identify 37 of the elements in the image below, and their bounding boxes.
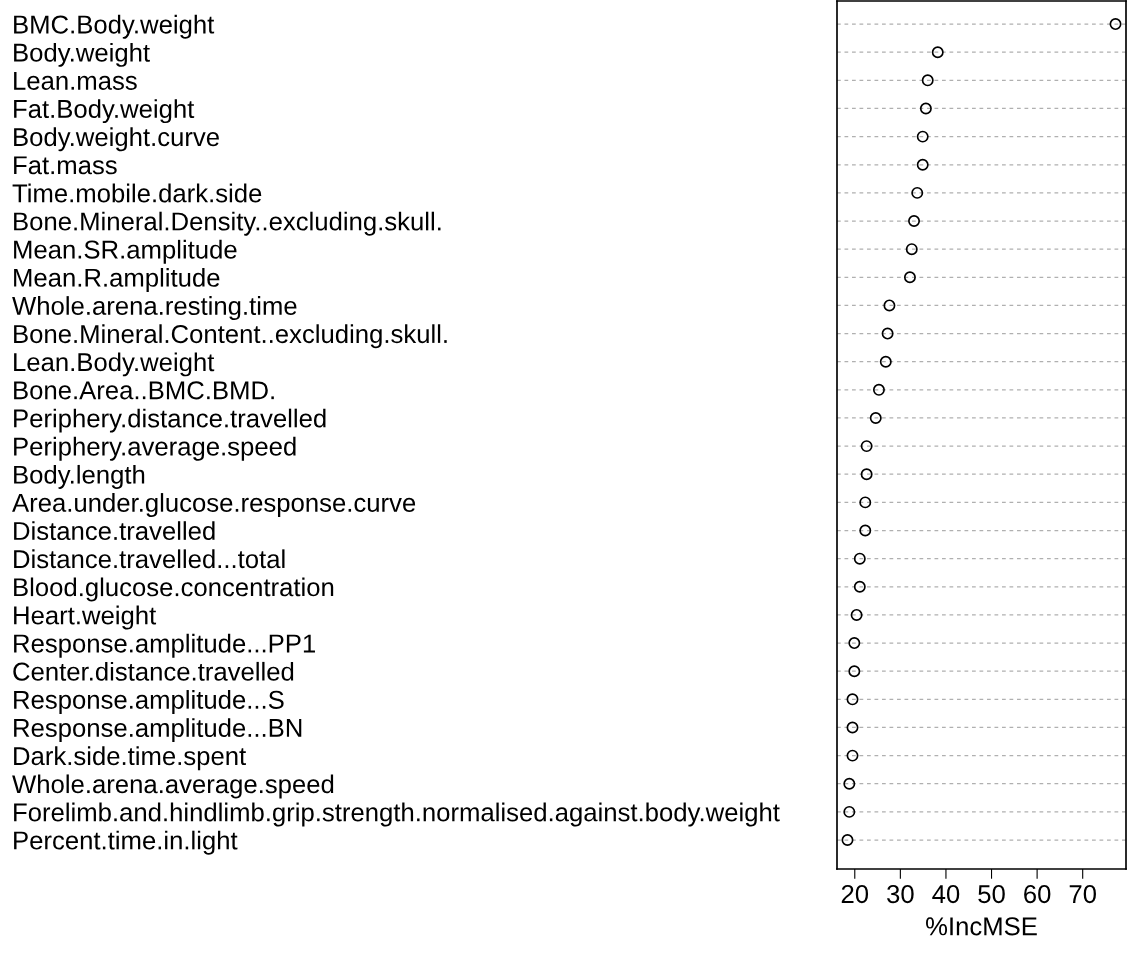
y-tick-label: Dark.side.time.spent	[14, 746, 247, 771]
y-tick-label: Mean.R.amplitude	[14, 267, 220, 292]
y-tick-label: Bone.Mineral.Density..excluding.skull.	[14, 211, 441, 236]
y-tick-label: Response.amplitude...S	[14, 690, 284, 714]
y-tick-label: Lean.Body.weight	[14, 352, 215, 377]
y-tick-label: Whole.arena.average.speed	[12, 774, 334, 799]
y-tick-label: Body.weight	[14, 42, 150, 67]
y-tick-label: Area.under.glucose.response.curve	[12, 493, 416, 518]
y-tick-label: Distance.travelled	[14, 521, 215, 541]
y-tick-label: Distance.travelled...total	[14, 549, 285, 569]
x-tick-label: 40	[932, 884, 960, 904]
y-tick-label: Periphery.average.speed	[14, 436, 296, 461]
y-tick-label: Mean.SR.amplitude	[14, 239, 237, 264]
y-tick-label: Fat.Body.weight	[14, 99, 195, 124]
y-tick-label: BMC.Body.weight	[14, 14, 215, 39]
x-tick-label: 60	[1024, 884, 1051, 904]
y-tick-label: Forelimb.and.hindlimb.grip.strength.normalised.against.body.weight	[14, 802, 780, 827]
x-axis-title: %IncMSE	[926, 917, 1037, 936]
y-tick-label: Response.amplitude...PP1	[14, 633, 315, 658]
y-tick-label: Center.distance.travelled	[13, 661, 294, 681]
y-tick-label: Percent.time.in.light	[14, 830, 238, 855]
x-tick-label: 70	[1069, 884, 1096, 904]
y-tick-label: Body.weight.curve	[14, 127, 219, 152]
x-tick-label: 20	[841, 884, 869, 904]
y-tick-label: Fat.mass	[14, 156, 117, 175]
y-tick-label: Body.length	[14, 464, 145, 489]
x-tick-label: 30	[887, 884, 914, 904]
y-tick-label: Bone.Area..BMC.BMD.	[14, 381, 274, 400]
x-tick-label: 50	[978, 884, 1005, 904]
y-tick-label: Whole.arena.resting.time	[12, 296, 297, 321]
y-tick-label: Periphery.distance.travelled	[14, 408, 326, 433]
y-tick-label: Bone.Mineral.Content..excluding.skull.	[14, 324, 447, 349]
y-tick-label: Heart.weight	[14, 605, 157, 630]
y-tick-label: Time.mobile.dark.side	[12, 183, 262, 203]
y-tick-label: Response.amplitude...BN	[14, 718, 302, 743]
y-tick-label: Blood.glucose.concentration	[14, 577, 334, 602]
y-tick-label: Lean.mass	[14, 71, 137, 90]
